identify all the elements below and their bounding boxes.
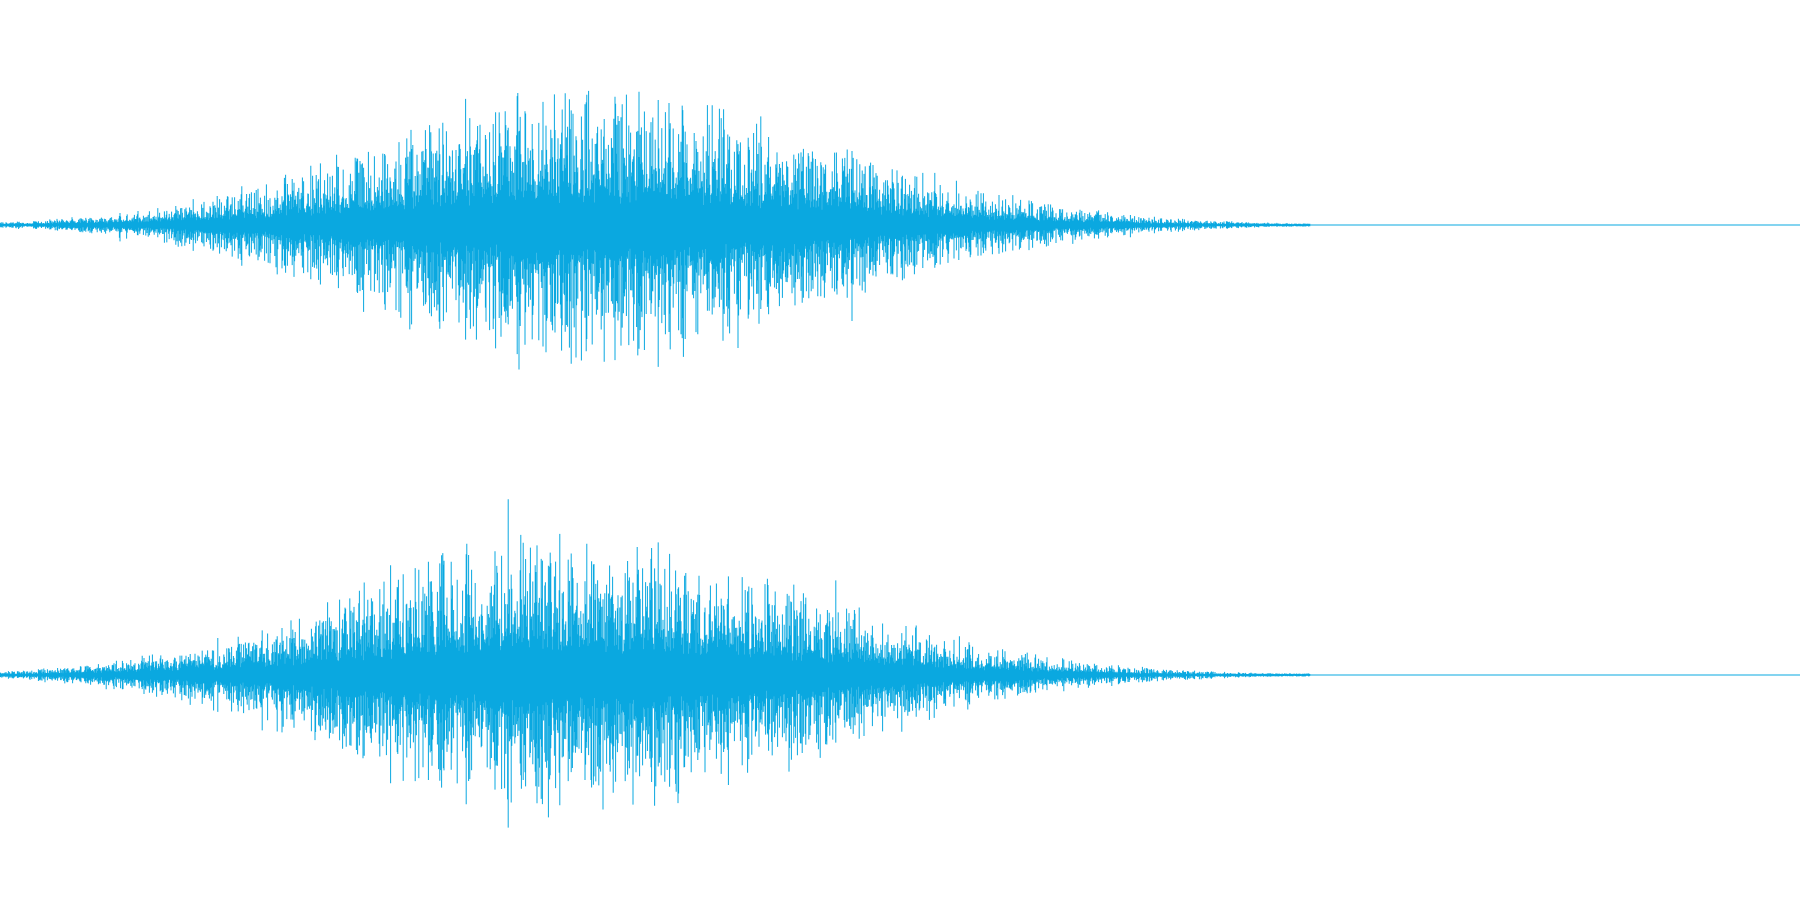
channel-2-waveform <box>0 499 1311 828</box>
channel-1-waveform <box>0 90 1311 370</box>
waveform-channel-1 <box>0 90 1800 370</box>
waveform-channel-2 <box>0 499 1800 828</box>
